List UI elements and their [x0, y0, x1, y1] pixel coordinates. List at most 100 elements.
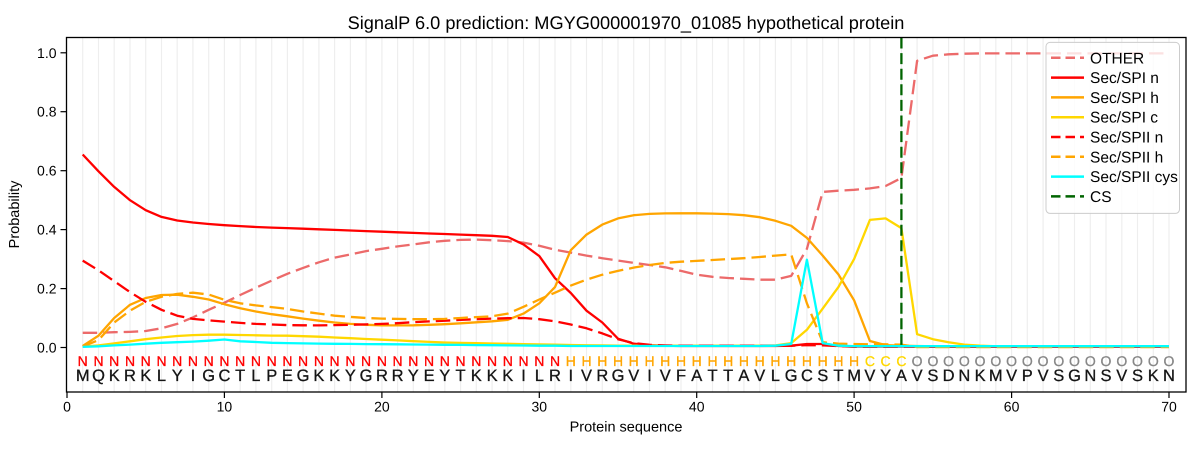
svg-text:H: H — [597, 353, 607, 369]
svg-text:Sec/SPII cys: Sec/SPII cys — [1090, 169, 1178, 186]
svg-text:K: K — [313, 367, 324, 385]
svg-text:N: N — [156, 353, 166, 369]
svg-text:H: H — [755, 353, 765, 369]
svg-text:K: K — [329, 367, 340, 385]
svg-text:V: V — [912, 367, 923, 385]
svg-text:O: O — [1116, 353, 1127, 369]
svg-text:N: N — [408, 353, 418, 369]
svg-text:C: C — [896, 353, 906, 369]
svg-text:0.8: 0.8 — [37, 104, 57, 120]
svg-text:S: S — [817, 367, 828, 385]
svg-text:70: 70 — [1161, 399, 1177, 415]
svg-text:N: N — [93, 353, 103, 369]
svg-text:N: N — [518, 353, 528, 369]
svg-text:R: R — [124, 367, 136, 385]
svg-text:N: N — [282, 353, 292, 369]
svg-text:N: N — [78, 353, 88, 369]
svg-text:V: V — [754, 367, 765, 385]
svg-text:O: O — [1069, 353, 1080, 369]
svg-text:O: O — [990, 353, 1001, 369]
svg-text:K: K — [502, 367, 513, 385]
svg-text:I: I — [521, 367, 526, 385]
svg-text:O: O — [1164, 353, 1175, 369]
svg-text:S: S — [1132, 367, 1143, 385]
svg-text:Sec/SPI n: Sec/SPI n — [1090, 70, 1159, 87]
svg-text:H: H — [723, 353, 733, 369]
svg-text:OTHER: OTHER — [1090, 50, 1144, 67]
svg-text:N: N — [377, 353, 387, 369]
svg-text:N: N — [424, 353, 434, 369]
svg-text:T: T — [235, 367, 245, 385]
svg-text:N: N — [125, 353, 135, 369]
svg-text:V: V — [581, 367, 592, 385]
svg-text:N: N — [1163, 367, 1175, 385]
svg-text:V: V — [628, 367, 639, 385]
svg-text:G: G — [1068, 367, 1081, 385]
svg-text:N: N — [958, 367, 970, 385]
svg-text:Y: Y — [439, 367, 450, 385]
svg-text:S: S — [927, 367, 938, 385]
svg-text:10: 10 — [217, 399, 233, 415]
svg-text:N: N — [550, 353, 560, 369]
svg-text:A: A — [691, 367, 702, 385]
svg-text:L: L — [157, 367, 166, 385]
svg-text:K: K — [109, 367, 120, 385]
svg-text:G: G — [612, 367, 625, 385]
svg-text:H: H — [739, 353, 749, 369]
svg-text:H: H — [707, 353, 717, 369]
svg-text:H: H — [566, 353, 576, 369]
svg-text:O: O — [1053, 353, 1064, 369]
svg-text:S: S — [1053, 367, 1064, 385]
svg-text:O: O — [1148, 353, 1159, 369]
svg-text:L: L — [251, 367, 260, 385]
svg-text:H: H — [849, 353, 859, 369]
svg-text:0.4: 0.4 — [37, 222, 57, 238]
svg-text:N: N — [345, 353, 355, 369]
svg-text:40: 40 — [689, 399, 705, 415]
svg-text:N: N — [109, 353, 119, 369]
svg-text:Probability: Probability — [7, 180, 23, 248]
svg-text:CS: CS — [1090, 189, 1112, 206]
svg-text:60: 60 — [1004, 399, 1020, 415]
svg-text:O: O — [912, 353, 923, 369]
svg-text:K: K — [975, 367, 986, 385]
svg-text:0.6: 0.6 — [37, 163, 57, 179]
svg-text:Protein sequence: Protein sequence — [570, 420, 683, 436]
svg-text:N: N — [471, 353, 481, 369]
svg-text:P: P — [1022, 367, 1033, 385]
svg-text:Y: Y — [880, 367, 891, 385]
svg-text:M: M — [989, 367, 1003, 385]
svg-text:H: H — [770, 353, 780, 369]
svg-text:H: H — [629, 353, 639, 369]
svg-text:A: A — [896, 367, 907, 385]
svg-text:Sec/SPII n: Sec/SPII n — [1090, 130, 1163, 147]
svg-text:K: K — [140, 367, 151, 385]
svg-text:O: O — [943, 353, 954, 369]
svg-text:N: N — [534, 353, 544, 369]
svg-text:O: O — [959, 353, 970, 369]
svg-text:0.0: 0.0 — [37, 340, 57, 356]
svg-text:O: O — [927, 353, 938, 369]
svg-text:P: P — [266, 367, 277, 385]
svg-text:N: N — [487, 353, 497, 369]
svg-text:H: H — [692, 353, 702, 369]
svg-text:Sec/SPI h: Sec/SPI h — [1090, 90, 1159, 107]
svg-text:Y: Y — [172, 367, 183, 385]
svg-text:R: R — [549, 367, 561, 385]
svg-text:T: T — [456, 367, 466, 385]
svg-text:1.0: 1.0 — [37, 45, 57, 61]
svg-text:K: K — [471, 367, 482, 385]
svg-text:N: N — [172, 353, 182, 369]
svg-text:I: I — [569, 367, 574, 385]
svg-text:N: N — [314, 353, 324, 369]
svg-text:R: R — [596, 367, 608, 385]
svg-text:T: T — [707, 367, 717, 385]
svg-text:H: H — [644, 353, 654, 369]
svg-text:H: H — [581, 353, 591, 369]
svg-text:0: 0 — [63, 399, 71, 415]
svg-text:20: 20 — [374, 399, 390, 415]
svg-text:V: V — [1116, 367, 1127, 385]
svg-text:O: O — [1101, 353, 1112, 369]
svg-text:N: N — [235, 353, 245, 369]
svg-text:O: O — [1132, 353, 1143, 369]
